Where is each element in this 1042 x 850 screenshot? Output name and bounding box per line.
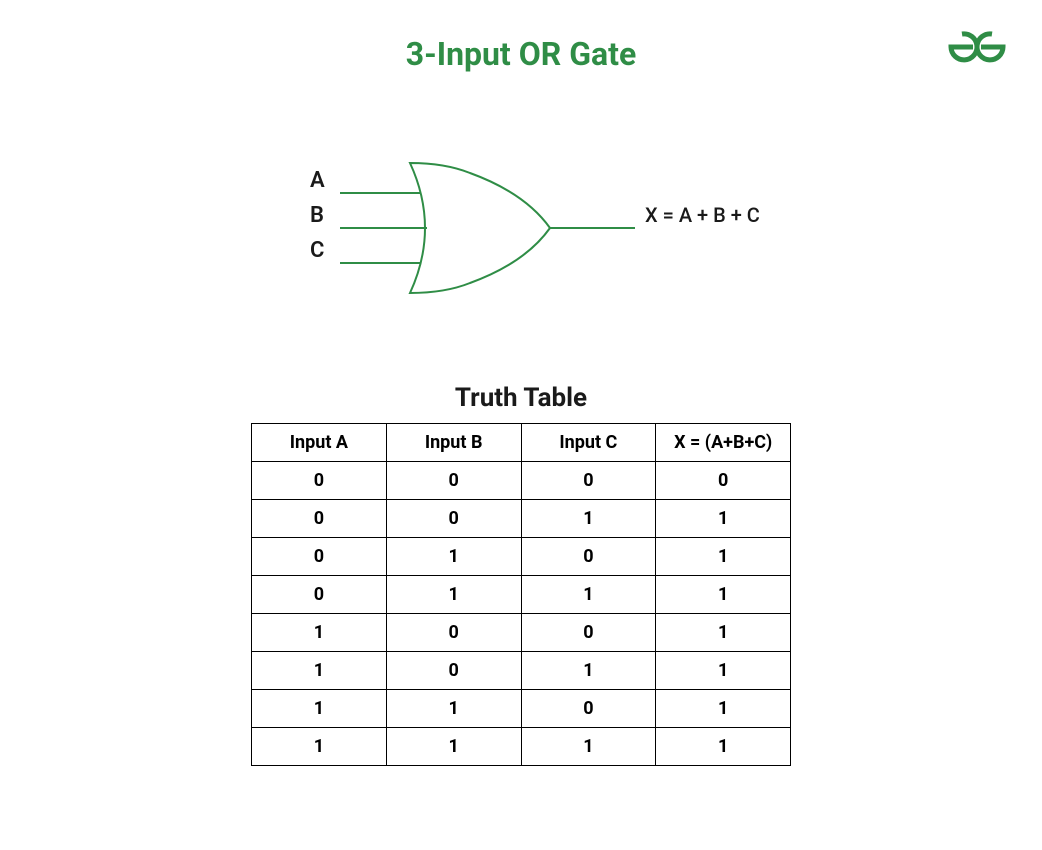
table-cell: 1: [386, 728, 521, 766]
table-cell: 1: [656, 614, 791, 652]
table-cell: 0: [386, 652, 521, 690]
table-row: 0 1 1 1: [252, 576, 791, 614]
table-row: 1 0 1 1: [252, 652, 791, 690]
table-cell: 1: [521, 652, 656, 690]
table-cell: 0: [386, 614, 521, 652]
table-cell: 1: [656, 652, 791, 690]
table-cell: 0: [521, 462, 656, 500]
page-title: 3-Input OR Gate: [0, 0, 1042, 73]
table-cell: 0: [252, 462, 387, 500]
gate-diagram: A B C X = A + B + C: [0, 133, 1042, 333]
table-cell: 0: [252, 576, 387, 614]
truth-table: Input A Input B Input C X = (A+B+C) 0 0 …: [251, 423, 791, 766]
table-cell: 1: [521, 576, 656, 614]
geeksforgeeks-icon: [947, 30, 1007, 64]
table-header-row: Input A Input B Input C X = (A+B+C): [252, 424, 791, 462]
table-cell: 1: [386, 576, 521, 614]
table-row: 1 1 0 1: [252, 690, 791, 728]
col-header: Input C: [521, 424, 656, 462]
table-cell: 0: [656, 462, 791, 500]
table-cell: 1: [252, 728, 387, 766]
table-cell: 0: [521, 538, 656, 576]
brand-logo: [947, 30, 1007, 68]
col-header: Input B: [386, 424, 521, 462]
table-cell: 0: [252, 500, 387, 538]
table-cell: 1: [386, 690, 521, 728]
table-cell: 1: [656, 576, 791, 614]
output-expression: X = A + B + C: [645, 203, 760, 227]
input-labels: A B C: [310, 163, 325, 269]
input-label-a: A: [310, 163, 325, 198]
table-row: 0 0 0 0: [252, 462, 791, 500]
table-cell: 0: [386, 462, 521, 500]
table-cell: 1: [252, 614, 387, 652]
table-cell: 1: [252, 690, 387, 728]
table-cell: 1: [386, 538, 521, 576]
table-cell: 1: [521, 500, 656, 538]
table-row: 0 1 0 1: [252, 538, 791, 576]
input-label-b: B: [310, 198, 325, 233]
table-body: 0 0 0 0 0 0 1 1 0 1 0 1 0 1 1 1 1 0 0 1: [252, 462, 791, 766]
table-cell: 0: [252, 538, 387, 576]
truth-table-title: Truth Table: [0, 383, 1042, 413]
table-cell: 1: [656, 538, 791, 576]
table-cell: 0: [521, 690, 656, 728]
table-row: 1 0 0 1: [252, 614, 791, 652]
table-cell: 1: [521, 728, 656, 766]
table-cell: 1: [252, 652, 387, 690]
or-gate-symbol: [335, 148, 645, 308]
col-header: X = (A+B+C): [656, 424, 791, 462]
table-cell: 1: [656, 500, 791, 538]
table-row: 1 1 1 1: [252, 728, 791, 766]
table-cell: 1: [656, 728, 791, 766]
table-cell: 1: [656, 690, 791, 728]
col-header: Input A: [252, 424, 387, 462]
table-cell: 0: [386, 500, 521, 538]
table-row: 0 0 1 1: [252, 500, 791, 538]
table-cell: 0: [521, 614, 656, 652]
input-label-c: C: [310, 233, 325, 268]
